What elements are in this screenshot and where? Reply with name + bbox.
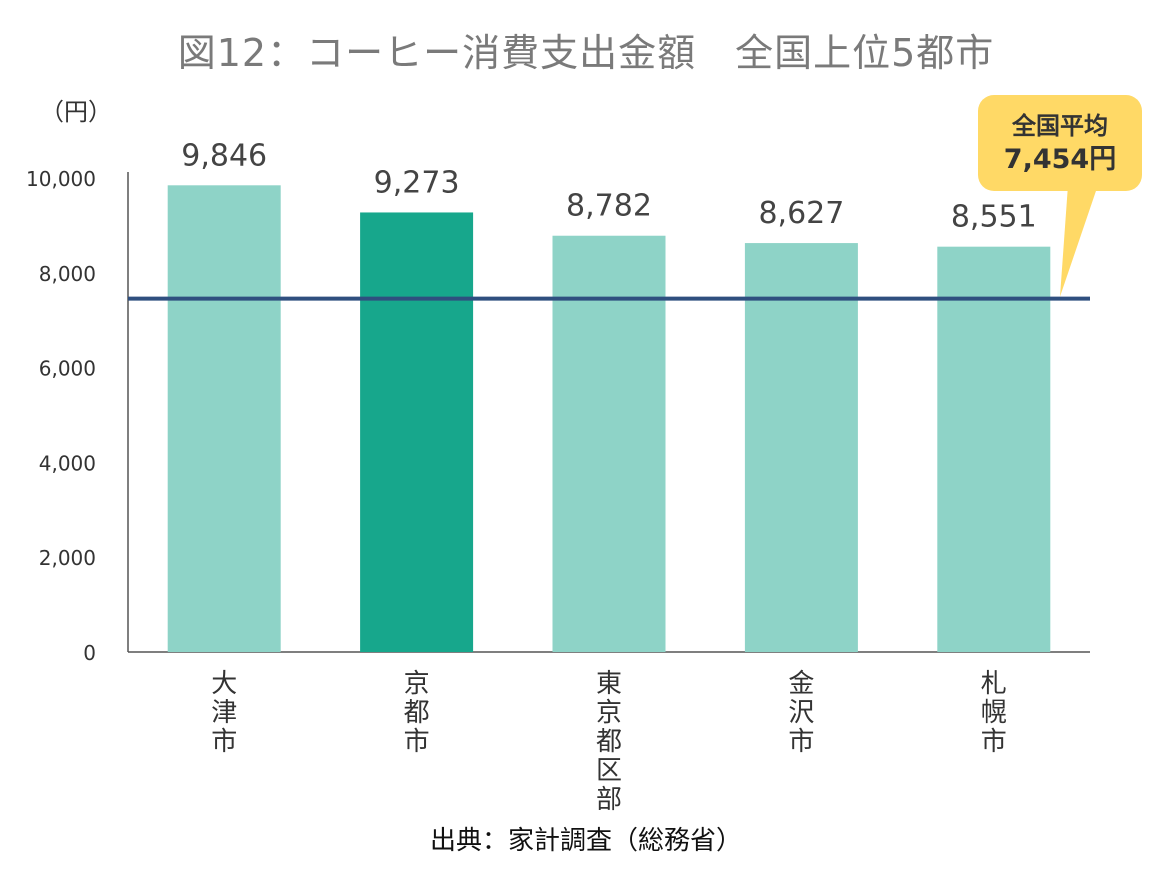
- bar-value-label: 9,846: [181, 138, 267, 173]
- bar: [937, 246, 1051, 652]
- average-callout: 全国平均 7,454円: [978, 95, 1142, 191]
- average-callout-pointer: [1060, 185, 1098, 297]
- x-tick-label: 東京都区部: [596, 669, 622, 815]
- y-tick-label: 2,000: [39, 546, 96, 570]
- y-tick-label: 4,000: [39, 451, 96, 475]
- y-tick-label: 10,000: [26, 167, 96, 191]
- bar: [360, 212, 474, 653]
- bar: [167, 185, 281, 652]
- bar-value-label: 8,782: [566, 189, 652, 224]
- average-callout-title: 全国平均: [1012, 112, 1108, 140]
- y-axis-unit-label: （円）: [40, 98, 112, 126]
- x-tick-label: 大津市: [211, 669, 237, 757]
- bar-value-label: 8,551: [951, 200, 1037, 235]
- bar: [744, 243, 858, 652]
- x-tick-label: 金沢市: [788, 669, 814, 757]
- bar: [552, 235, 666, 652]
- y-tick-label: 6,000: [39, 357, 96, 381]
- y-tick-label: 0: [83, 641, 96, 665]
- x-tick-label: 京都市: [404, 669, 430, 757]
- source-note: 出典：家計調査（総務省）: [429, 826, 742, 856]
- chart-title: 図12：コーヒー消費支出金額 全国上位5都市: [177, 31, 995, 75]
- y-tick-label: 8,000: [39, 262, 96, 286]
- x-tick-label: 札幌市: [981, 669, 1007, 757]
- bar-value-label: 9,273: [374, 165, 460, 200]
- average-callout-value: 7,454円: [1003, 144, 1117, 175]
- bar-value-label: 8,627: [758, 196, 844, 231]
